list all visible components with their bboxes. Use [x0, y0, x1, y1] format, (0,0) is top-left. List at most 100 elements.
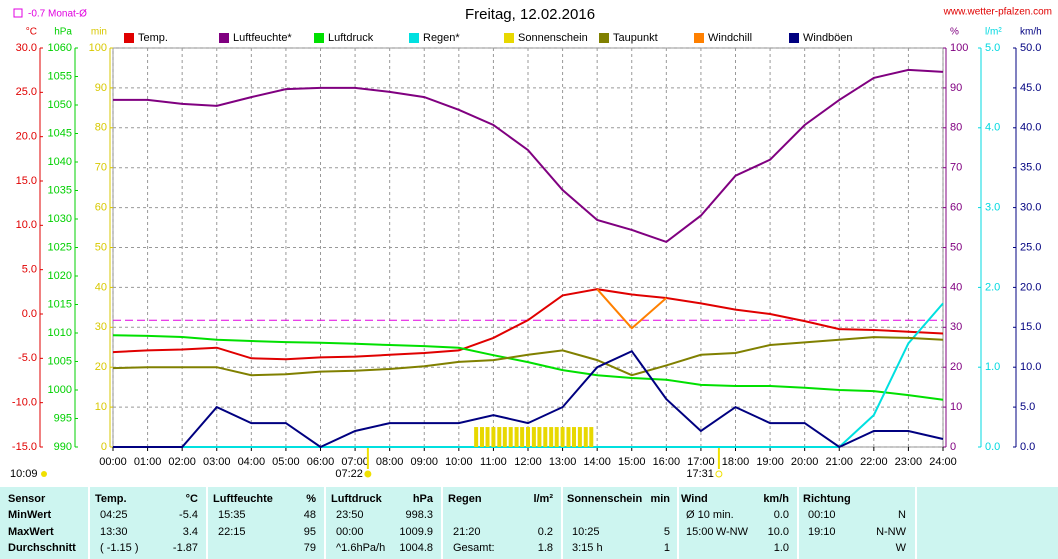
- y-tick-label: 60: [95, 202, 107, 214]
- y-tick-label: 2.0: [985, 281, 1000, 293]
- axis-title: °C: [26, 27, 37, 38]
- sunset-label: 17:31: [686, 468, 714, 480]
- y-tick-label: 90: [950, 82, 962, 94]
- y-tick-label: -10.0: [12, 397, 37, 409]
- table-header: Luftfeuchte: [213, 493, 273, 505]
- x-tick-label: 22:00: [860, 456, 888, 468]
- table-cell: Ø 10 min.: [686, 509, 734, 521]
- y-tick-label: 100: [89, 42, 107, 54]
- y-tick-label: 20: [950, 361, 962, 373]
- y-tick-label: 30.0: [16, 42, 37, 54]
- x-tick-label: 18:00: [722, 456, 750, 468]
- legend-swatch: [694, 33, 704, 43]
- y-tick-label: 40: [950, 281, 962, 293]
- table-separator: [324, 487, 326, 559]
- x-tick-label: 20:00: [791, 456, 819, 468]
- table-separator: [677, 487, 679, 559]
- legend-swatch: [409, 33, 419, 43]
- sunshine-bar: [491, 427, 496, 447]
- table-cell: 3.4: [182, 526, 198, 538]
- y-tick-label: 70: [95, 162, 107, 174]
- axis-title: km/h: [1020, 27, 1042, 38]
- sunshine-bar: [589, 427, 594, 447]
- sunrise-icon: [364, 470, 372, 478]
- y-tick-label: 30: [950, 321, 962, 333]
- table-cell: 22:15: [218, 526, 246, 538]
- sunshine-bar: [502, 427, 507, 447]
- y-tick-label: 1040: [48, 156, 72, 168]
- y-tick-label: 1060: [48, 42, 72, 54]
- y-tick-label: 10.0: [16, 219, 37, 231]
- y-tick-label: 50: [950, 241, 962, 253]
- table-cell: MaxWert: [8, 526, 54, 538]
- table-cell: 00:10: [808, 509, 836, 521]
- table-cell: ^1.6hPa/h: [336, 542, 386, 554]
- y-tick-label: 3.0: [985, 202, 1000, 214]
- table-cell: 15:35: [218, 509, 246, 521]
- sunset-icon: [715, 470, 723, 478]
- table-cell: 23:50: [336, 509, 364, 521]
- y-tick-label: 70: [950, 162, 962, 174]
- table-separator: [797, 487, 799, 559]
- y-tick-label: 20.0: [1020, 281, 1041, 293]
- table-cell: ( -1.15 ): [100, 542, 139, 554]
- table-header: Sensor: [8, 493, 46, 505]
- x-tick-label: 15:00: [618, 456, 646, 468]
- table-header: Luftdruck: [331, 493, 382, 505]
- axis-title: %: [950, 27, 959, 38]
- y-tick-label: 50: [95, 241, 107, 253]
- month-avg-label: -0.7 Monat-Ø: [28, 9, 87, 20]
- y-tick-label: 100: [950, 42, 968, 54]
- x-tick-label: 13:00: [549, 456, 577, 468]
- axis-title: l/m²: [985, 27, 1002, 38]
- table-cell: 5: [663, 526, 670, 538]
- legend-label: Luftdruck: [328, 32, 374, 44]
- table-cell: 10:25: [572, 526, 600, 538]
- y-tick-label: 1030: [48, 213, 72, 225]
- x-tick-label: 00:00: [99, 456, 127, 468]
- table-cell: 1.0: [773, 542, 789, 554]
- table-header: °C: [185, 493, 198, 505]
- table-cell: 04:25: [100, 509, 128, 521]
- sunshine-bar: [497, 427, 502, 447]
- series-line: [596, 288, 667, 330]
- y-tick-label: 25.0: [1020, 241, 1041, 253]
- x-tick-label: 21:00: [825, 456, 853, 468]
- x-tick-label: 08:00: [376, 456, 404, 468]
- table-separator: [206, 487, 208, 559]
- table-cell: 998.3: [405, 509, 433, 521]
- y-tick-label: 990: [54, 441, 72, 453]
- legend-swatch: [504, 33, 514, 43]
- table-separator: [441, 487, 443, 559]
- chart-title: Freitag, 12.02.2016: [465, 6, 595, 23]
- y-tick-label: 5.0: [985, 42, 1000, 54]
- table-cell: N-NW: [876, 526, 906, 538]
- table-header: min: [650, 493, 670, 505]
- sunshine-bar: [526, 427, 530, 447]
- legend-label: Temp.: [138, 32, 168, 44]
- series-line: [113, 68, 944, 244]
- table-cell: 1.8: [537, 542, 553, 554]
- legend-swatch: [599, 33, 609, 43]
- table-separator: [561, 487, 563, 559]
- sunshine-bar: [560, 427, 565, 447]
- series-line: [112, 288, 944, 361]
- source: www.wetter-pfalzen.com: [943, 7, 1052, 18]
- sunshine-bar: [474, 427, 479, 447]
- x-tick-label: 05:00: [272, 456, 300, 468]
- table-header: Sonnenschein: [567, 493, 643, 505]
- y-tick-label: 0: [101, 441, 107, 453]
- table-cell: 3:15 h: [572, 542, 603, 554]
- table-cell: 00:00: [336, 526, 364, 538]
- legend-label: Windböen: [803, 32, 853, 44]
- x-tick-label: 07:00: [341, 456, 369, 468]
- sunshine-bar: [554, 427, 559, 447]
- sunshine-bar: [514, 427, 519, 447]
- table-cell: 15:00: [686, 526, 714, 538]
- legend-swatch: [219, 33, 229, 43]
- x-tick-label: 02:00: [168, 456, 196, 468]
- y-tick-label: 1045: [48, 127, 72, 139]
- y-tick-label: 1015: [48, 298, 72, 310]
- day-length: 10:09: [10, 468, 38, 480]
- y-tick-label: 0.0: [22, 308, 37, 320]
